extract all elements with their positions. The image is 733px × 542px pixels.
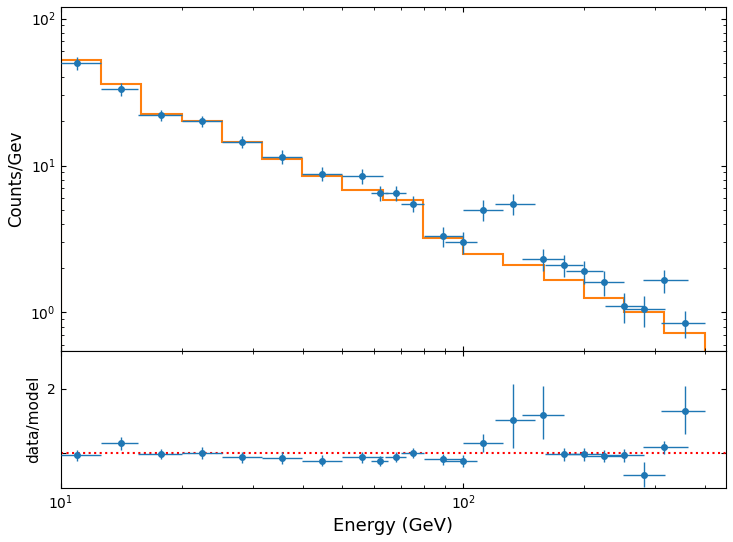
X-axis label: Energy (GeV): Energy (GeV) xyxy=(334,517,453,535)
Y-axis label: data/model: data/model xyxy=(26,376,42,463)
Y-axis label: Counts/Gev: Counts/Gev xyxy=(7,131,25,227)
